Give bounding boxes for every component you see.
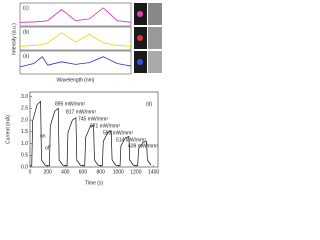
y-tick-label: 1.5 [21, 129, 28, 135]
x-axis-label: Time (s) [85, 180, 103, 186]
x-tick-label: 1000 [113, 169, 124, 175]
panel-frame [19, 26, 132, 51]
y-axis-label: Current (mA) [5, 115, 11, 144]
y-axis-label: Intensity (a.u.) [11, 23, 17, 55]
annotation: on [40, 133, 46, 139]
annotation: 514 mW/mm² [116, 137, 146, 143]
panel-label: (a) [23, 53, 29, 59]
current-line [30, 100, 152, 167]
figure: (c) (b) (a) Wavelength (nm) Intensity (a.u.)… [5, 2, 162, 186]
x-tick-label: 400 [61, 169, 70, 175]
panel-frame [19, 50, 132, 75]
panel-label: (d) [146, 101, 152, 107]
spectrum-line [19, 7, 132, 23]
y-tick-label: 0.5 [21, 153, 28, 159]
annotation: 593 mW/mm² [103, 130, 133, 136]
panel-label: (b) [23, 29, 29, 35]
panel-label: (c) [23, 5, 29, 11]
y-tick-label: 0.0 [21, 164, 28, 170]
annotation: 671 mW/mm² [90, 123, 120, 129]
annotation: 745 mW/mm² [78, 116, 108, 122]
y-tick-label: 3.0 [21, 94, 28, 100]
spectrum-line [19, 32, 132, 47]
x-tick-label: 1400 [148, 169, 159, 175]
annotation: off [45, 145, 51, 151]
y-tick-label: 1.0 [21, 141, 28, 147]
plot-frame [29, 91, 159, 168]
annotation: 817 mW/mm² [66, 109, 96, 115]
x-tick-label: 600 [79, 169, 88, 175]
photos [134, 3, 162, 73]
panel-frame [19, 2, 132, 27]
y-tick-label: 2.5 [21, 106, 28, 112]
spectrum-line [19, 56, 132, 68]
y-tick-label: 2.0 [21, 117, 28, 123]
x-tick-label: 0 [29, 169, 32, 175]
annotation: 439 mW/mm² [128, 143, 158, 149]
x-tick-label: 1200 [130, 169, 141, 175]
x-tick-label: 800 [96, 169, 105, 175]
x-axis-label: Wavelength (nm) [57, 77, 95, 83]
x-tick-label: 200 [43, 169, 52, 175]
annotation: 895 mW/mm² [55, 101, 85, 107]
